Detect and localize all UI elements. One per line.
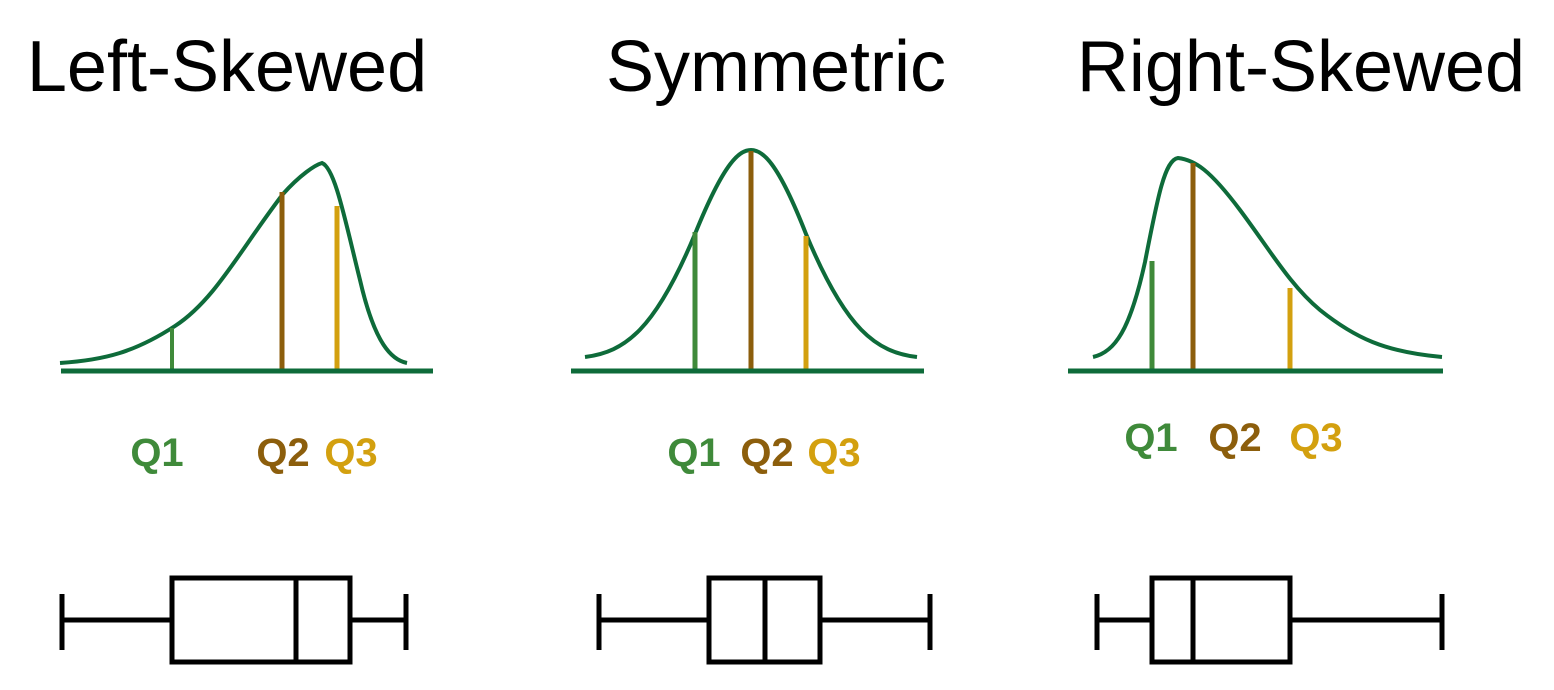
density-curve (1092, 155, 1443, 359)
box-iqr (1149, 575, 1293, 665)
panel-title: Right-Skewed (1077, 27, 1525, 107)
boxplot (1094, 575, 1445, 665)
q2-label: Q2 (740, 431, 793, 475)
panel-title: Symmetric (606, 27, 946, 107)
panel-title: Left-Skewed (27, 27, 427, 107)
q3-label: Q3 (1289, 416, 1342, 460)
panel-left-skewed: Left-Skewed Q1 Q2 Q3 (27, 27, 433, 665)
density-curve (59, 160, 408, 365)
q3-label: Q3 (807, 431, 860, 475)
boxplot (596, 575, 933, 665)
panel-symmetric: Symmetric Q1 Q2 Q3 (571, 27, 946, 665)
boxplot (59, 575, 409, 665)
density-curve (584, 147, 918, 359)
q2-label: Q2 (256, 431, 309, 475)
q2-label: Q2 (1208, 416, 1261, 460)
q1-label: Q1 (1124, 416, 1177, 460)
q3-label: Q3 (324, 431, 377, 475)
q1-label: Q1 (667, 431, 720, 475)
box-iqr (169, 575, 353, 665)
q1-label: Q1 (130, 431, 183, 475)
panel-right-skewed: Right-Skewed Q1 Q2 Q3 (1068, 27, 1525, 665)
